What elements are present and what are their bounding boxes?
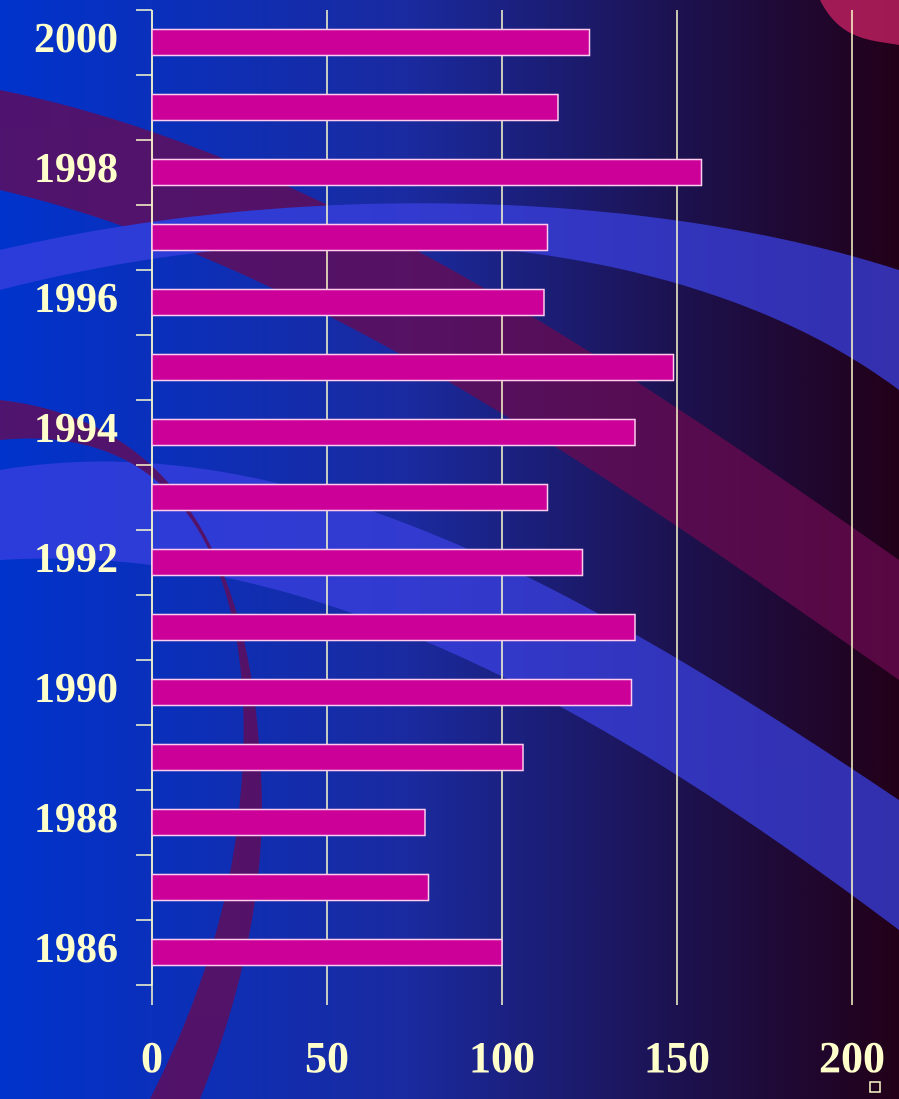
- bar: [151, 808, 426, 837]
- y-tick-label: 1994: [34, 406, 118, 452]
- bar: [151, 288, 545, 317]
- y-tick-label: 1986: [34, 926, 118, 972]
- bar: [151, 158, 703, 187]
- y-tick-label: 1988: [34, 796, 118, 842]
- bar: [151, 418, 636, 447]
- bar: [151, 743, 524, 772]
- x-tick-label: 50: [305, 1033, 349, 1082]
- marker-box: [869, 1081, 881, 1093]
- y-tick-label: 1998: [34, 146, 118, 192]
- bar: [151, 28, 591, 57]
- y-tick-label: 2000: [34, 16, 118, 62]
- bar: [151, 548, 584, 577]
- x-tick-label: 200: [819, 1033, 885, 1082]
- bar: [151, 353, 675, 382]
- y-tick-label: 1992: [34, 536, 118, 582]
- bar: [151, 93, 559, 122]
- bar: [151, 938, 503, 967]
- bar: [151, 223, 549, 252]
- bar: [151, 613, 636, 642]
- x-tick-label: 0: [141, 1033, 163, 1082]
- bar: [151, 483, 549, 512]
- y-tick-label: 1990: [34, 666, 118, 712]
- bar: [151, 678, 633, 707]
- y-tick-label: 1996: [34, 276, 118, 322]
- x-tick-label: 150: [644, 1033, 710, 1082]
- bar: [151, 873, 430, 902]
- x-tick-label: 100: [469, 1033, 535, 1082]
